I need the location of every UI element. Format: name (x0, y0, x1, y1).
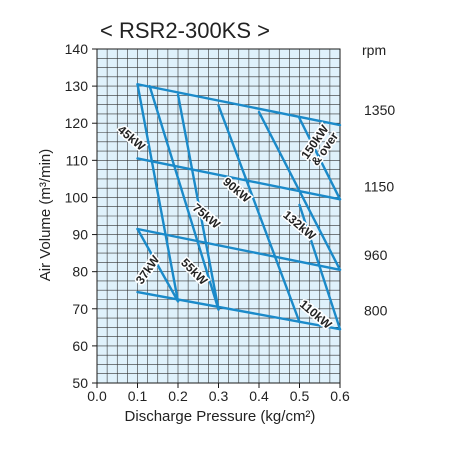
y-tick-label: 140 (65, 41, 89, 57)
series-line (176, 93, 220, 311)
y-tick-label: 70 (72, 301, 88, 317)
series-line (136, 227, 180, 303)
x-tick-label: 0.5 (290, 388, 310, 404)
x-axis-ticks: 0.0 0.1 0.2 0.3 0.4 0.5 0.6 (87, 383, 350, 404)
y-tick-label: 120 (65, 115, 89, 131)
x-tick-label: 0.4 (249, 388, 269, 404)
chart-title: < RSR2-300KS > (100, 18, 270, 43)
y-tick-label: 60 (72, 338, 88, 354)
y-tick-label: 110 (66, 152, 89, 168)
series-line (217, 104, 301, 324)
x-tick-label: 0.0 (87, 388, 107, 404)
series-line (136, 227, 342, 272)
rpm-label: 800 (364, 303, 388, 319)
y-axis-title: Air Volume (m³/min) (37, 149, 54, 282)
x-tick-label: 0.2 (168, 388, 188, 404)
x-tick-label: 0.3 (209, 388, 229, 404)
x-axis-title: Discharge Pressure (kg/cm²) (125, 408, 316, 425)
series-line (136, 290, 342, 331)
series-line (136, 83, 180, 303)
rpm-axis: rpm 1350 1150 960 800 (362, 42, 395, 319)
series-line (298, 117, 342, 201)
grid (97, 49, 340, 383)
rpm-label: 960 (364, 247, 388, 263)
x-tick-label: 0.6 (330, 388, 350, 404)
series-line (257, 110, 342, 272)
y-axis-ticks: 50 60 70 80 90 100 110 120 130 140 (65, 41, 97, 391)
y-tick-label: 90 (72, 227, 88, 243)
y-tick-label: 100 (65, 189, 89, 205)
y-tick-label: 130 (65, 78, 89, 94)
series-line (298, 203, 342, 331)
rpm-axis-title: rpm (362, 42, 386, 58)
rpm-label: 1150 (364, 178, 394, 194)
x-tick-label: 0.1 (128, 388, 148, 404)
rpm-label: 1350 (364, 102, 395, 118)
series-line (136, 157, 342, 201)
series-line (148, 84, 220, 311)
series-group (136, 83, 342, 331)
y-tick-label: 50 (72, 375, 88, 391)
series-line (136, 83, 342, 127)
y-tick-label: 80 (72, 264, 88, 280)
